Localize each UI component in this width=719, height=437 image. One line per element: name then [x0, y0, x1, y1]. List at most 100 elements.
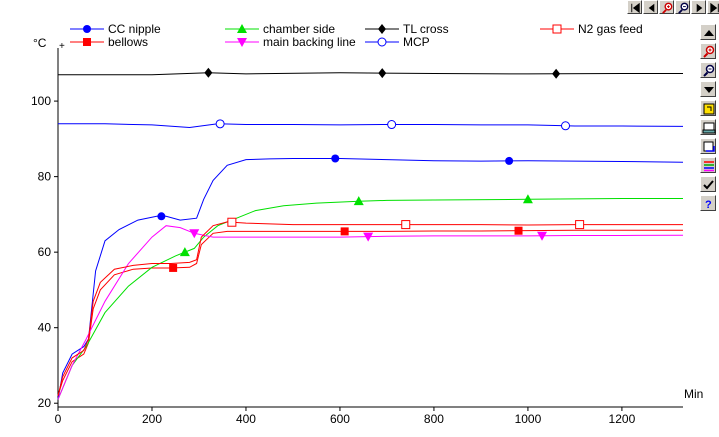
data-point-chamber-side: [179, 247, 190, 257]
y-axis-end-mark: +: [59, 41, 65, 52]
series-line-chamber-side: [57, 198, 683, 400]
legend-item-main-backing-line: main backing line: [225, 35, 356, 49]
data-point-mcp: [561, 121, 571, 131]
open-file-button[interactable]: [700, 100, 716, 116]
data-point-main-backing-line: [189, 229, 200, 239]
data-point-tl-cross: [204, 67, 213, 78]
legend-item-tl-cross: TL cross: [365, 22, 449, 36]
legend-label: chamber side: [263, 22, 335, 36]
series-line-tl-cross: [58, 72, 683, 76]
help-icon: ?: [705, 199, 712, 211]
y-tick-label: 60: [38, 245, 52, 259]
series-line-mcp: [58, 123, 684, 129]
legend-marker: [377, 37, 387, 47]
data-point-main-backing-line: [363, 232, 374, 242]
zoom-in-button[interactable]: [659, 0, 674, 14]
series-cc-nipple: [57, 154, 684, 400]
x-axis-unit-label: Min: [684, 387, 703, 401]
scroll-up-icon: [704, 30, 714, 36]
data-point-main-backing-line: [537, 231, 548, 241]
legend-item-mcp: MCP: [365, 35, 430, 49]
print-icon: [702, 122, 716, 134]
data-point-n2-gas-feed: [401, 220, 411, 230]
legend-label: CC nipple: [108, 22, 161, 36]
legend-marker: [83, 38, 91, 46]
zoom-out-button[interactable]: [675, 0, 690, 14]
plot-area: [57, 67, 684, 400]
y-tick-label: 40: [38, 321, 52, 335]
zoom-in-icon: [703, 45, 715, 58]
data-point-mcp: [215, 119, 225, 129]
last-button[interactable]: [707, 0, 719, 14]
next-button[interactable]: [691, 0, 706, 14]
data-point-bellows: [340, 227, 349, 236]
series-tl-cross: [58, 67, 683, 79]
series-line-n2-gas-feed: [57, 221, 683, 396]
data-point-tl-cross: [378, 68, 387, 79]
copy-icon: [703, 141, 715, 152]
legend-marker: [237, 38, 247, 47]
legend-label: TL cross: [403, 22, 449, 36]
scroll-up-button[interactable]: [700, 24, 716, 40]
chart-axes: +0 200 400 600 800 1000 1200 20 40 60 80 100: [31, 41, 683, 426]
series-line-cc-nipple: [57, 158, 684, 400]
legend-marker: [378, 24, 386, 34]
zoom-in-icon: [662, 2, 673, 14]
legend-marker: [552, 24, 562, 34]
print-button[interactable]: [700, 119, 716, 135]
x-tick-label: 1200: [609, 412, 636, 426]
series-line-bellows: [57, 229, 683, 396]
zoom-out-button[interactable]: [700, 62, 716, 78]
y-tick-label: 20: [38, 396, 52, 410]
x-tick-label: 1000: [515, 412, 542, 426]
series-main-backing-line: [57, 225, 684, 400]
check-icon: [703, 180, 714, 190]
legend-item-cc-nipple: CC nipple: [70, 22, 161, 36]
data-point-tl-cross: [552, 68, 561, 79]
y-tick-label: 80: [38, 170, 52, 184]
legend-item-bellows: bellows: [70, 35, 148, 49]
first-button[interactable]: [627, 0, 642, 14]
y-tick-label: 100: [31, 94, 51, 108]
series-bellows: [57, 226, 683, 396]
data-point-cc-nipple: [505, 156, 514, 165]
data-point-n2-gas-feed: [575, 220, 585, 230]
data-point-cc-nipple: [157, 212, 166, 221]
series-list-button[interactable]: [700, 157, 716, 173]
legend-marker: [83, 25, 91, 33]
series-n2-gas-feed: [57, 217, 683, 396]
legend-item-chamber-side: chamber side: [225, 22, 335, 36]
y-axis-unit-label: °C: [33, 36, 47, 50]
check-button[interactable]: [700, 176, 716, 192]
series-line-main-backing-line: [57, 225, 684, 400]
zoom-out-icon: [703, 64, 715, 77]
series-list-icon: [704, 161, 714, 172]
x-tick-label: 200: [142, 412, 162, 426]
zoom-in-button[interactable]: [700, 43, 716, 59]
scroll-down-icon: [704, 87, 714, 93]
x-tick-label: 0: [55, 412, 62, 426]
data-point-chamber-side: [353, 196, 364, 206]
legend-marker: [237, 24, 247, 33]
x-tick-label: 800: [424, 412, 444, 426]
data-point-bellows: [514, 226, 523, 235]
legend-label: bellows: [108, 35, 148, 49]
data-point-chamber-side: [522, 194, 533, 204]
scroll-down-button[interactable]: [700, 81, 716, 97]
series-mcp: [58, 119, 684, 131]
legend-label: main backing line: [263, 35, 356, 49]
data-point-mcp: [387, 120, 397, 130]
copy-button[interactable]: [700, 138, 716, 154]
legend-item-n2-gas-feed: N2 gas feed: [540, 22, 643, 36]
help-button[interactable]: ?: [700, 195, 716, 211]
data-point-cc-nipple: [331, 154, 340, 163]
x-tick-label: 400: [236, 412, 256, 426]
prev-button[interactable]: [643, 0, 658, 14]
legend-label: N2 gas feed: [578, 22, 643, 36]
data-point-n2-gas-feed: [227, 217, 237, 227]
first-icon: [631, 2, 640, 14]
zoom-out-icon: [678, 2, 689, 14]
svg-text:?: ?: [705, 199, 712, 211]
legend-label: MCP: [403, 35, 430, 49]
